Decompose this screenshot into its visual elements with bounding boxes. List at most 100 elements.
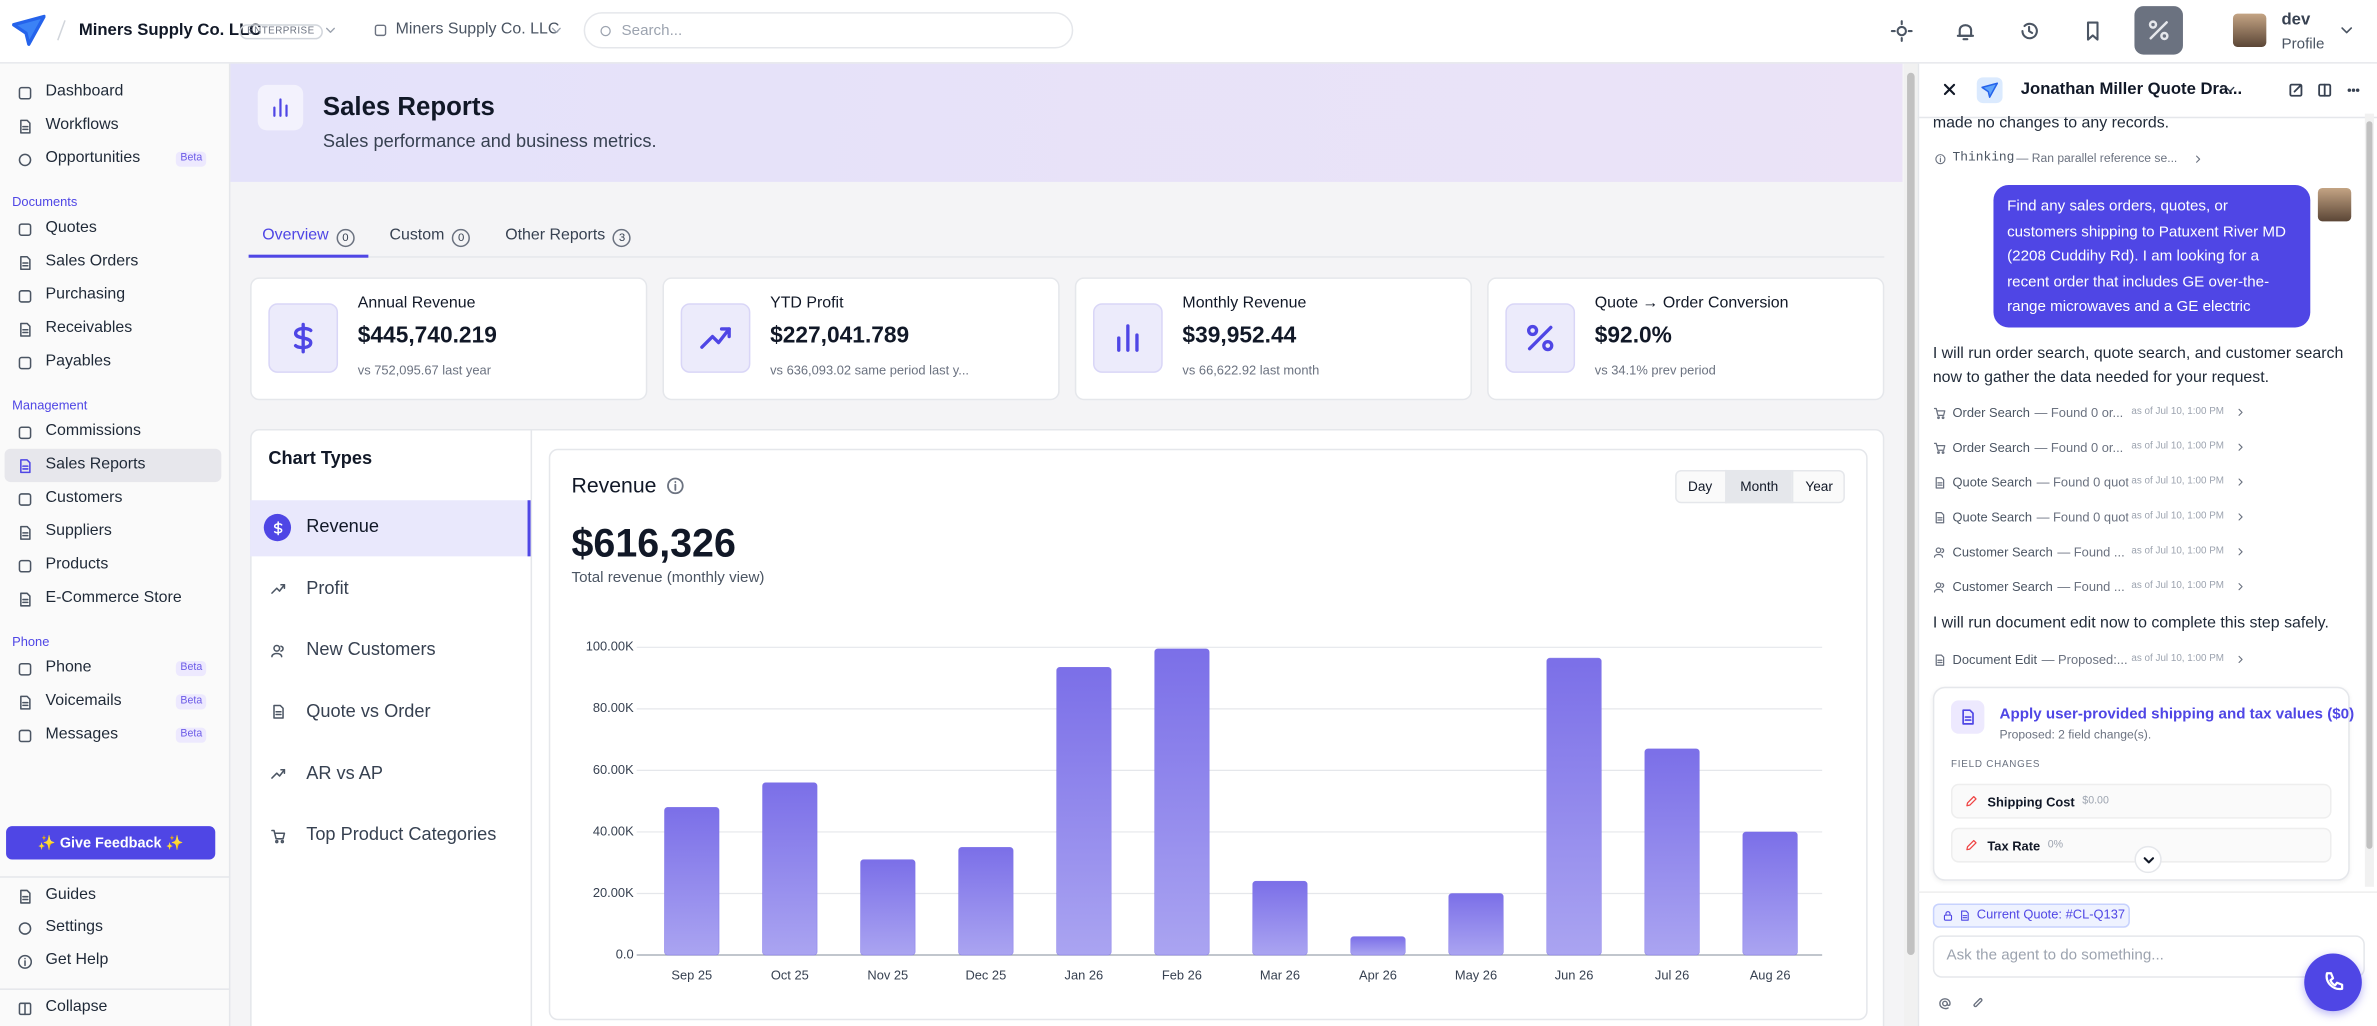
bar (1350, 936, 1406, 956)
footer-item[interactable]: Collapse (45, 997, 108, 1016)
period-label[interactable]: Day (1687, 479, 1713, 495)
chart-type-item[interactable]: AR vs AP (306, 761, 384, 784)
bar (1252, 880, 1308, 956)
tab-label[interactable]: Custom (389, 226, 445, 245)
nav-item[interactable]: Commissions (45, 421, 142, 440)
nav-item[interactable]: Receivables (45, 318, 133, 337)
kpi-sub: vs 636,093.02 same period last y... (770, 363, 969, 379)
icon-part (272, 705, 284, 720)
icon-part (1542, 340, 1554, 352)
nav-section-title: Phone (12, 634, 50, 650)
footer-item[interactable]: Settings (45, 917, 104, 936)
period-button[interactable]: Year (1791, 469, 1845, 504)
dots-icon (2346, 87, 2359, 92)
chart-type-item[interactable]: Revenue (306, 515, 380, 537)
footer-item[interactable]: Guides (45, 885, 96, 904)
field-name: Shipping Cost (1987, 793, 2075, 809)
feedback-button[interactable]: ✨ Give Feedback ✨ (6, 826, 216, 860)
icon-part (270, 828, 285, 839)
footer-item[interactable]: Get Help (45, 950, 109, 969)
feedback-label[interactable]: ✨ Give Feedback ✨ (37, 834, 184, 852)
icon-part (1957, 23, 1972, 37)
tool-name: Customer Search (1952, 544, 2053, 560)
nav-item[interactable]: Payables (45, 351, 111, 371)
icon-part (1940, 547, 1944, 553)
tab-count: 0 (336, 229, 355, 247)
call-button[interactable] (2304, 953, 2362, 1012)
x-tick-label: Aug 26 (1750, 968, 1791, 983)
chat-input[interactable] (1932, 935, 2365, 978)
field-name: Tax Rate (1987, 837, 2041, 853)
expand-button[interactable] (2134, 845, 2162, 874)
nav-item[interactable]: E-Commerce Store (45, 588, 182, 607)
icon-part (1933, 407, 1945, 416)
x-tick-label: Feb 26 (1162, 968, 1202, 983)
icon-part (2288, 82, 2302, 96)
icon-part (2238, 583, 2243, 591)
period-label[interactable]: Year (1805, 479, 1833, 495)
bars-icon (273, 98, 288, 117)
agent-text: I will run document edit now to complete… (1932, 614, 2329, 633)
nav-item[interactable]: Messages (45, 724, 119, 744)
beta-badge: Beta (175, 152, 207, 167)
nav-item[interactable]: Sales Orders (45, 251, 139, 271)
nav-item[interactable]: Quotes (45, 218, 97, 237)
icon-part (1965, 839, 1976, 851)
tool-time: as of Jul 10, 1:00 PM (2131, 653, 2224, 664)
bar (1644, 748, 1700, 956)
chart-type-item[interactable]: Quote vs Order (306, 700, 431, 722)
pencil-icon (1965, 839, 1976, 851)
doc-icon (19, 321, 30, 336)
y-tick-label: 60.00K (593, 762, 634, 777)
period-label[interactable]: Month (1740, 479, 1779, 495)
tab-label[interactable]: Overview (262, 226, 329, 245)
chevR-icon (2238, 408, 2243, 416)
y-tick-label: 80.00K (593, 700, 634, 715)
composer-line (1917, 891, 2377, 893)
icon-part (374, 24, 387, 37)
nav-item[interactable]: Products (45, 555, 109, 574)
user-name: dev (2281, 10, 2311, 29)
field-changes-label: FIELD CHANGES (1951, 759, 2041, 770)
icon-part (2238, 655, 2243, 664)
nav-item[interactable]: Purchasing (45, 285, 126, 304)
icon-part (325, 27, 335, 33)
bar (860, 859, 916, 956)
period-button[interactable]: Day (1675, 470, 1725, 503)
x-tick-label: Oct 25 (771, 968, 809, 983)
period-button[interactable]: Month (1725, 469, 1792, 504)
cart-icon (1933, 442, 1945, 454)
proposal-title[interactable]: Apply user-provided shipping and tax val… (1999, 705, 2355, 723)
nav-item[interactable]: Customers (45, 488, 123, 507)
icon-part (1973, 998, 1983, 1008)
tool-time: as of Jul 10, 1:00 PM (2131, 475, 2224, 487)
tool-name: Document Edit (1952, 651, 2038, 668)
icon-part (2238, 513, 2243, 521)
nav-item[interactable]: Sales Reports (45, 455, 146, 474)
search-box[interactable] (583, 12, 1074, 49)
context-chip-label: Current Quote: #CL-Q137 (1976, 907, 2126, 923)
chat-header-line (1917, 116, 2377, 119)
chart-type-item[interactable]: Top Product Categories (306, 823, 497, 845)
lock-icon (1943, 911, 1953, 921)
nav-item[interactable]: Suppliers (45, 521, 112, 540)
chart-type-item[interactable]: New Customers (306, 638, 436, 661)
users-icon (1933, 581, 1944, 592)
chat-scroll-thumb (2366, 121, 2373, 849)
icon-part (1934, 511, 1944, 523)
nav-item[interactable]: Dashboard (45, 82, 124, 101)
kpi-value: $445,740.219 (357, 323, 497, 350)
nav-item[interactable]: Workflows (45, 115, 119, 134)
kpi-label: YTD Profit (770, 294, 844, 313)
icon-part (19, 321, 30, 336)
nav-item[interactable]: Voicemails (45, 691, 122, 710)
nav-item[interactable]: Phone (45, 658, 92, 677)
chart-type-item[interactable]: Profit (306, 577, 349, 599)
tab-label[interactable]: Other Reports (505, 226, 606, 245)
nav-item[interactable]: Opportunities (45, 148, 141, 168)
icon-part (17, 152, 31, 166)
icon-part (2292, 84, 2301, 92)
trend-icon (270, 584, 285, 595)
tool-step: Quote Search— Found 0 quote... (1953, 471, 2129, 492)
